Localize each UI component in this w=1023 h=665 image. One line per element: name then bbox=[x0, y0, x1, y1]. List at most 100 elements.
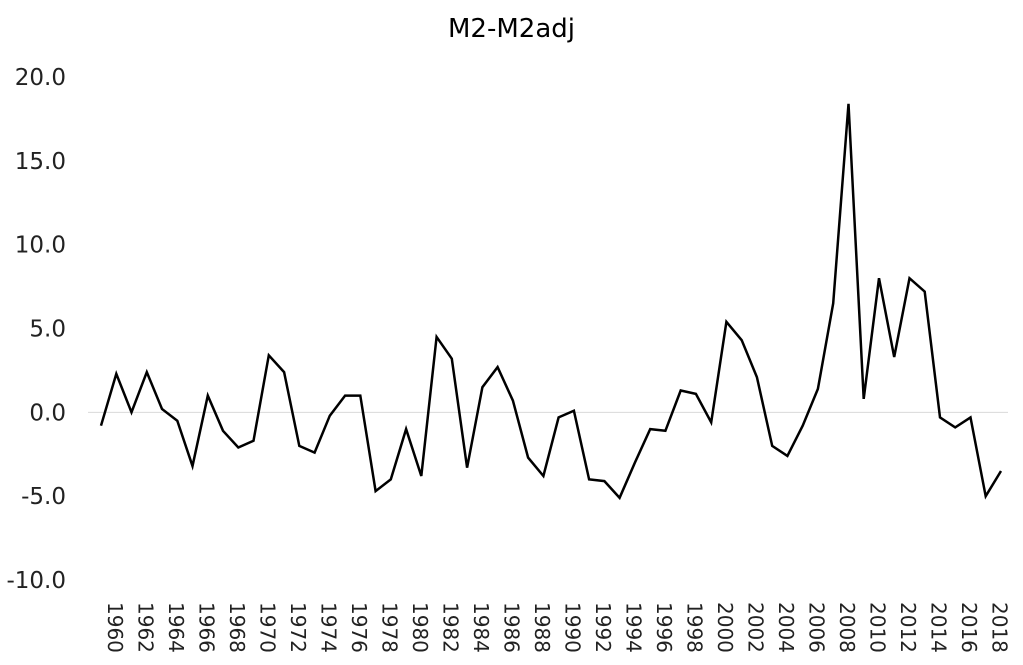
data-point bbox=[984, 494, 988, 498]
data-point bbox=[343, 394, 347, 398]
y-tick-label: 10.0 bbox=[15, 233, 66, 259]
x-tick-label: 1978 bbox=[378, 602, 402, 653]
data-point bbox=[267, 353, 271, 357]
data-point bbox=[145, 370, 149, 374]
data-point bbox=[114, 372, 118, 376]
data-point bbox=[404, 427, 408, 431]
x-tick-label: 2006 bbox=[805, 602, 829, 653]
y-tick-label: 20.0 bbox=[15, 65, 66, 91]
x-tick-label: 1990 bbox=[561, 602, 585, 653]
x-tick-label: 2012 bbox=[896, 602, 920, 653]
data-point bbox=[846, 102, 850, 106]
x-tick-label: 1980 bbox=[408, 602, 432, 653]
x-tick-label: 1976 bbox=[347, 602, 371, 653]
data-point bbox=[938, 415, 942, 419]
data-point bbox=[862, 397, 866, 401]
data-point bbox=[236, 446, 240, 450]
data-point bbox=[999, 469, 1003, 473]
data-point bbox=[968, 415, 972, 419]
data-point bbox=[572, 409, 576, 413]
data-point bbox=[907, 276, 911, 280]
x-tick-label: 1972 bbox=[286, 602, 310, 653]
data-point bbox=[663, 429, 667, 433]
y-axis: 20.0 15.0 10.0 5.0 0.0 -5.0 -10.0 bbox=[6, 65, 66, 594]
data-point bbox=[724, 320, 728, 324]
data-point bbox=[785, 454, 789, 458]
x-axis: 1960 1962 1964 1966 1968 1970 1972 1974 1976 1978… bbox=[103, 602, 1012, 653]
x-tick-label: 1960 bbox=[103, 602, 127, 653]
data-point bbox=[450, 357, 454, 361]
x-tick-label: 1982 bbox=[439, 602, 463, 653]
x-tick-label: 2014 bbox=[927, 602, 951, 653]
data-point bbox=[175, 419, 179, 423]
data-point bbox=[541, 474, 545, 478]
x-tick-label: 1974 bbox=[317, 602, 341, 653]
data-point bbox=[892, 355, 896, 359]
data-point bbox=[374, 489, 378, 493]
data-point bbox=[770, 444, 774, 448]
data-point bbox=[557, 415, 561, 419]
data-point bbox=[587, 477, 591, 481]
data-point bbox=[801, 424, 805, 428]
x-tick-label: 1994 bbox=[622, 602, 646, 653]
x-tick-label: 1984 bbox=[469, 602, 493, 653]
x-tick-label: 1998 bbox=[683, 602, 707, 653]
data-point bbox=[130, 410, 134, 414]
data-point bbox=[602, 479, 606, 483]
data-point bbox=[389, 477, 393, 481]
data-point bbox=[679, 389, 683, 393]
y-tick-label: -5.0 bbox=[21, 484, 66, 510]
data-point bbox=[206, 394, 210, 398]
data-point bbox=[252, 439, 256, 443]
data-point bbox=[953, 425, 957, 429]
data-point bbox=[755, 375, 759, 379]
data-point bbox=[160, 407, 164, 411]
data-point bbox=[313, 451, 317, 455]
data-point bbox=[358, 394, 362, 398]
data-point bbox=[831, 301, 835, 305]
data-point bbox=[816, 387, 820, 391]
data-point bbox=[297, 444, 301, 448]
y-tick-label: -10.0 bbox=[6, 568, 66, 594]
y-tick-label: 0.0 bbox=[29, 400, 66, 426]
x-tick-label: 1968 bbox=[225, 602, 249, 653]
data-point bbox=[419, 474, 423, 478]
x-tick-label: 2008 bbox=[835, 602, 859, 653]
x-tick-label: 1970 bbox=[256, 602, 280, 653]
data-point bbox=[511, 399, 515, 403]
data-point bbox=[877, 276, 881, 280]
x-tick-label: 2004 bbox=[774, 602, 798, 653]
data-point bbox=[480, 385, 484, 389]
x-tick-label: 1986 bbox=[500, 602, 524, 653]
series-line bbox=[99, 103, 1003, 501]
data-point bbox=[618, 496, 622, 500]
data-point bbox=[923, 290, 927, 294]
data-point bbox=[648, 427, 652, 431]
x-tick-label: 1988 bbox=[530, 602, 554, 653]
data-point bbox=[99, 424, 103, 428]
data-point bbox=[740, 338, 744, 342]
data-point bbox=[633, 461, 637, 465]
data-point bbox=[496, 365, 500, 369]
data-point bbox=[191, 464, 195, 468]
x-tick-label: 2018 bbox=[988, 602, 1012, 653]
data-point bbox=[465, 466, 469, 470]
data-point bbox=[435, 335, 439, 339]
chart-title: M2-M2adj bbox=[448, 14, 575, 44]
x-tick-label: 2010 bbox=[866, 602, 890, 653]
x-tick-label: 2002 bbox=[744, 602, 768, 653]
y-tick-label: 5.0 bbox=[29, 317, 66, 343]
x-tick-label: 1964 bbox=[164, 602, 188, 653]
data-point bbox=[282, 370, 286, 374]
data-point bbox=[694, 392, 698, 396]
data-point bbox=[709, 420, 713, 424]
series-group bbox=[99, 102, 1003, 501]
x-tick-label: 1966 bbox=[195, 602, 219, 653]
data-point bbox=[526, 456, 530, 460]
x-tick-label: 1992 bbox=[591, 602, 615, 653]
y-tick-label: 15.0 bbox=[15, 149, 66, 175]
x-tick-label: 1996 bbox=[652, 602, 676, 653]
data-point bbox=[221, 429, 225, 433]
x-tick-label: 2000 bbox=[713, 602, 737, 653]
